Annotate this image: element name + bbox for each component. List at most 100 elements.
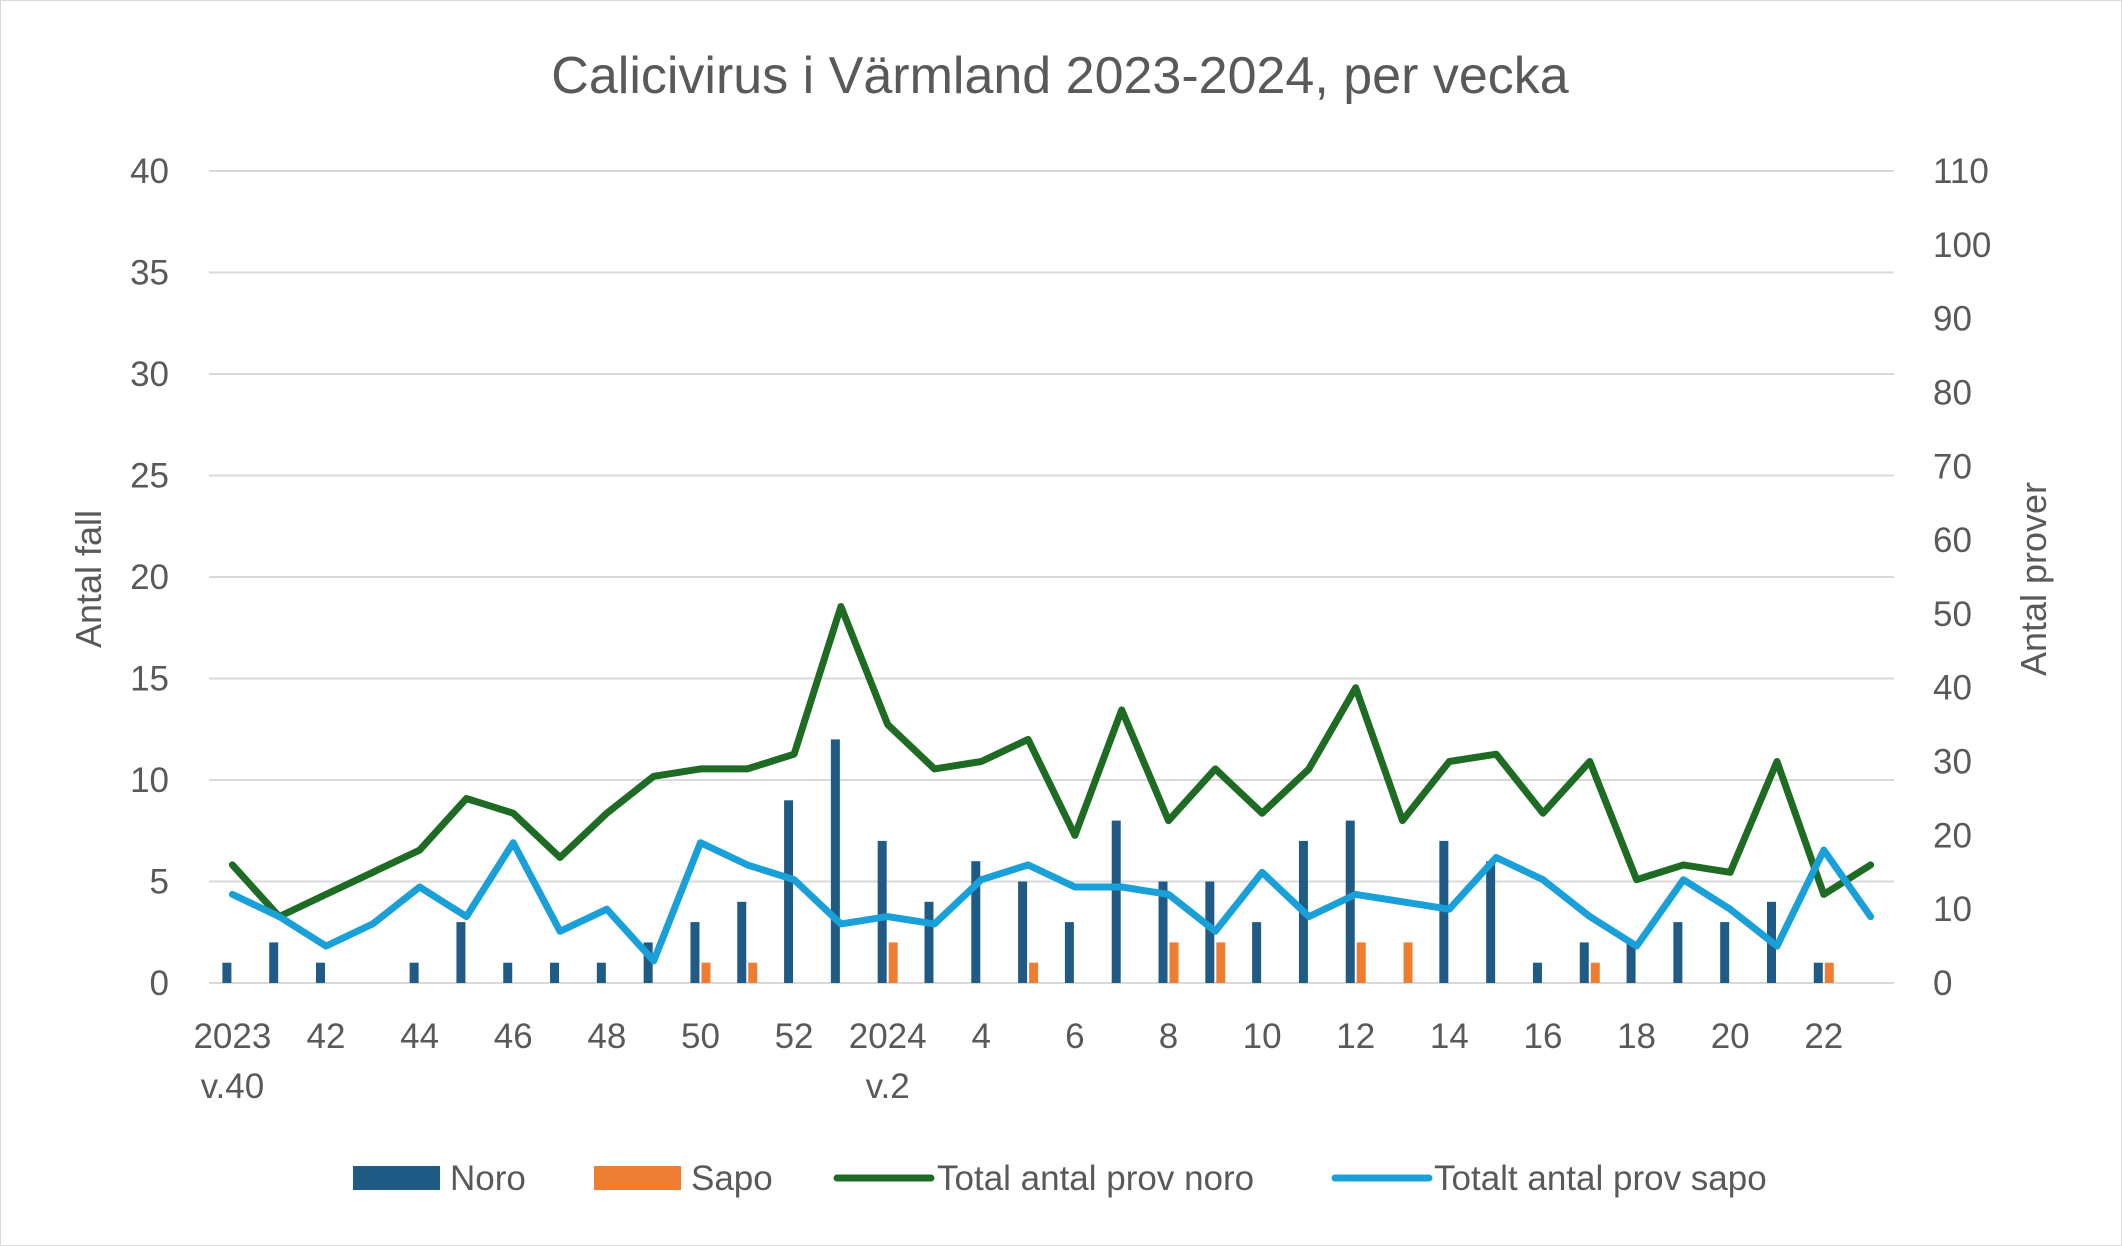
right-tick-label: 70 [1933,447,1972,486]
left-axis-label: Antal fall [68,510,109,648]
bars [222,739,1834,983]
right-axis-label: Antal prover [2013,482,2054,676]
bar-noro [1018,881,1028,983]
bar-noro [409,962,419,983]
line-total-noro [228,603,1875,921]
legend-label-total-noro: Total antal prov noro [937,1159,1254,1198]
bar-sapo [1169,942,1179,983]
bar-noro [1111,820,1121,983]
bar-noro [1813,962,1823,983]
x-tick-label: 42 [307,1017,346,1056]
bar-noro [596,962,606,983]
x-tick-label: 6 [1065,1017,1084,1056]
left-tick-label: 5 [150,863,169,902]
bar-noro [550,962,560,983]
bar-sapo [1029,962,1039,983]
bar-noro [924,901,934,983]
bar-noro [1158,881,1168,983]
gridlines [209,170,1894,984]
legend-swatch-sapo [594,1166,681,1190]
x-tick-label-line2: v.2 [866,1067,910,1106]
x-tick-label: 12 [1336,1017,1375,1056]
right-tick-label: 20 [1933,816,1972,855]
bar-noro [1673,922,1683,983]
left-tick-label: 40 [130,152,169,191]
bar-sapo [701,962,711,983]
left-tick-label: 0 [150,964,169,1003]
x-tick-label: 2024 [849,1017,927,1056]
left-tick-label: 15 [130,660,169,699]
x-tick-label: 16 [1523,1017,1562,1056]
bar-sapo [1824,962,1834,983]
bar-noro [877,840,887,983]
bar-noro [503,962,513,983]
x-tick-label: 18 [1617,1017,1656,1056]
x-tick-label: 10 [1243,1017,1282,1056]
x-tick-label: 52 [775,1017,814,1056]
bar-noro [971,861,981,983]
right-tick-label: 110 [1933,152,1989,191]
right-tick-label: 60 [1933,521,1972,560]
bar-noro [222,962,232,983]
right-tick-label: 0 [1933,964,1952,1003]
x-tick-label-line2: v.40 [201,1067,265,1106]
right-tick-label: 10 [1933,890,1972,929]
right-tick-label: 40 [1933,669,1972,708]
left-axis-ticks: 0 5 10 15 20 25 30 35 40 [130,152,169,1003]
bar-noro [784,800,794,983]
bar-sapo [1403,942,1413,983]
right-tick-label: 100 [1933,226,1991,265]
legend-label-sapo: Sapo [691,1159,773,1198]
legend: Noro Sapo Total antal prov noro Totalt a… [353,1159,1767,1198]
left-tick-label: 10 [130,761,169,800]
bar-noro [1486,861,1496,983]
right-tick-label: 50 [1933,595,1972,634]
bar-noro [1064,922,1074,983]
right-tick-label: 90 [1933,300,1972,339]
bar-sapo [1590,962,1600,983]
x-tick-label: 46 [494,1017,533,1056]
bar-noro [690,922,700,983]
bar-noro [316,962,326,983]
bar-sapo [748,962,758,983]
chart-title: Calicivirus i Värmland 2023-2024, per ve… [551,47,1568,105]
x-tick-label: 20 [1711,1017,1750,1056]
bar-noro [1720,922,1730,983]
x-tick-label: 50 [681,1017,720,1056]
right-axis-ticks: 0 10 20 30 40 50 60 70 80 90 100 110 [1933,152,1991,1003]
bar-noro [269,942,279,983]
bar-noro [1579,942,1589,983]
left-tick-label: 35 [130,254,169,293]
bar-noro [1345,820,1355,983]
bar-noro [737,901,747,983]
bar-noro [830,739,840,983]
left-tick-label: 20 [130,558,169,597]
legend-label-total-sapo: Totalt antal prov sapo [1434,1159,1767,1198]
x-tick-label: 14 [1430,1017,1469,1056]
bar-noro [643,942,653,983]
x-tick-label: 44 [400,1017,439,1056]
legend-swatch-noro [353,1166,440,1190]
x-tick-label: 4 [972,1017,991,1056]
bar-noro [1626,942,1636,983]
left-tick-label: 30 [130,355,169,394]
line-total-sapo [228,839,1875,965]
bar-noro [456,922,466,983]
left-tick-label: 25 [130,457,169,496]
x-tick-label: 48 [587,1017,626,1056]
x-tick-label: 2023 [193,1017,271,1056]
bar-noro [1252,922,1262,983]
right-tick-label: 80 [1933,373,1972,412]
bar-sapo [1356,942,1366,983]
bar-sapo [888,942,898,983]
bar-noro [1439,840,1449,983]
bar-sapo [1216,942,1226,983]
bar-noro [1205,881,1215,983]
right-tick-label: 30 [1933,743,1972,782]
legend-label-noro: Noro [450,1159,526,1198]
x-tick-label: 22 [1804,1017,1843,1056]
bar-noro [1532,962,1542,983]
